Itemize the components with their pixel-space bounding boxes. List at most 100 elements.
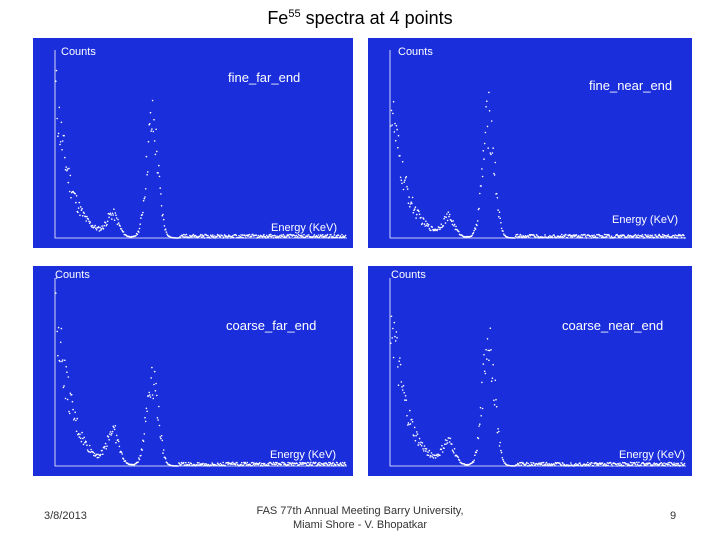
footer-line-1: FAS 77th Annual Meeting Barry University… xyxy=(256,505,464,517)
spectrum-panel-coarse-near: Counts coarse_near_end Energy (KeV) xyxy=(368,266,692,476)
spectrum-point xyxy=(451,220,453,223)
spectrum-point xyxy=(406,185,408,188)
spectrum-point xyxy=(66,371,68,373)
spectrum-point xyxy=(647,234,649,236)
spectrum-point xyxy=(231,236,233,238)
spectrum-point xyxy=(494,379,497,382)
spectrum-point xyxy=(638,461,640,464)
spectrum-point xyxy=(667,462,670,464)
spectrum-point xyxy=(448,437,450,439)
spectrum-point xyxy=(136,233,139,236)
spectrum-point xyxy=(261,236,264,239)
spectrum-point xyxy=(225,235,228,237)
spectrum-point xyxy=(494,161,497,164)
spectrum-point xyxy=(399,357,401,359)
spectrum-point xyxy=(478,207,480,210)
spectrum-point xyxy=(636,463,639,466)
spectrum-point xyxy=(438,226,440,229)
spectrum-point xyxy=(570,462,572,464)
spectrum-point xyxy=(649,462,651,465)
spectrum-point xyxy=(266,464,269,467)
spectrum-point xyxy=(117,218,119,221)
spectrum-point xyxy=(105,448,108,450)
spectrum-point xyxy=(640,464,642,467)
spectrum-point xyxy=(504,462,506,464)
spectrum-point xyxy=(109,431,112,433)
spectrum-point xyxy=(635,465,637,467)
spectrum-point xyxy=(82,443,85,446)
spectrum-point xyxy=(485,106,487,108)
spectrum-point xyxy=(138,458,141,461)
spectrum-point xyxy=(65,166,67,168)
spectrum-point xyxy=(471,234,473,237)
spectrum-point xyxy=(160,434,163,437)
spectrum-point xyxy=(142,199,145,202)
spectrum-point xyxy=(519,233,522,236)
spectrum-point xyxy=(269,235,271,237)
spectrum-point xyxy=(516,464,518,466)
spectrum-point xyxy=(435,454,438,457)
spectrum-point xyxy=(245,237,247,239)
spectrum-point xyxy=(274,234,276,237)
spectrum-point xyxy=(151,128,153,130)
title-main: Fe xyxy=(267,8,289,28)
spectrum-point xyxy=(530,461,532,464)
spectrum-point xyxy=(673,234,675,237)
spectrum-point xyxy=(401,160,404,163)
spectrum-point xyxy=(502,230,504,232)
spectrum-point xyxy=(179,236,182,239)
spectrum-point xyxy=(483,354,485,356)
spectrum-point xyxy=(683,237,686,239)
spectrum-point xyxy=(439,454,441,457)
spectrum-point xyxy=(442,225,445,227)
spectrum-point xyxy=(519,461,522,464)
spectrum-point xyxy=(545,461,548,464)
spectrum-point xyxy=(104,222,107,224)
spectrum-point xyxy=(116,223,119,226)
spectrum-point xyxy=(265,234,268,237)
spectrum-point xyxy=(161,439,164,442)
spectrum-point xyxy=(452,220,454,222)
spectrum-point xyxy=(526,461,528,464)
spectrum-point xyxy=(402,188,405,191)
spectrum-point xyxy=(441,444,443,447)
spectrum-point xyxy=(548,236,550,239)
spectrum-point xyxy=(457,456,459,458)
spectrum-point xyxy=(484,131,487,134)
spectrum-point xyxy=(152,397,155,400)
spectrum-point xyxy=(536,235,539,237)
spectrum-point xyxy=(661,235,663,238)
spectrum-point xyxy=(608,235,611,237)
spectrum-point xyxy=(295,234,298,237)
spectrum-point xyxy=(643,236,646,239)
spectrum-point xyxy=(572,465,575,467)
spectrum-point xyxy=(563,235,566,238)
spectrum-point xyxy=(601,462,604,464)
spectrum-point xyxy=(113,426,115,429)
spectrum-point xyxy=(575,234,578,236)
spectrum-point xyxy=(541,461,543,464)
spectrum-point xyxy=(328,461,330,464)
spectrum-point xyxy=(547,464,550,467)
slide-title: Fe55 spectra at 4 points xyxy=(0,8,720,29)
spectrum-point xyxy=(55,277,58,279)
spectrum-point xyxy=(340,236,343,239)
spectrum-point xyxy=(106,220,109,223)
spectrum-point xyxy=(549,234,551,237)
spectrum-point xyxy=(605,235,608,238)
spectrum-point xyxy=(441,451,444,453)
spectrum-point xyxy=(341,461,344,464)
spectrum-point xyxy=(483,158,485,160)
spectrum-point xyxy=(290,462,292,464)
spectrum-point xyxy=(642,461,644,464)
spectrum-point xyxy=(237,236,240,239)
spectrum-point xyxy=(182,233,185,236)
spectrum-point xyxy=(113,219,116,221)
spectrum-point xyxy=(486,125,489,128)
spectrum-point xyxy=(88,450,90,453)
spectrum-point xyxy=(596,462,599,465)
spectrum-point xyxy=(397,366,399,368)
spectrum-point xyxy=(500,451,503,454)
spectrum-point xyxy=(401,389,404,391)
spectrum-point xyxy=(213,237,215,239)
